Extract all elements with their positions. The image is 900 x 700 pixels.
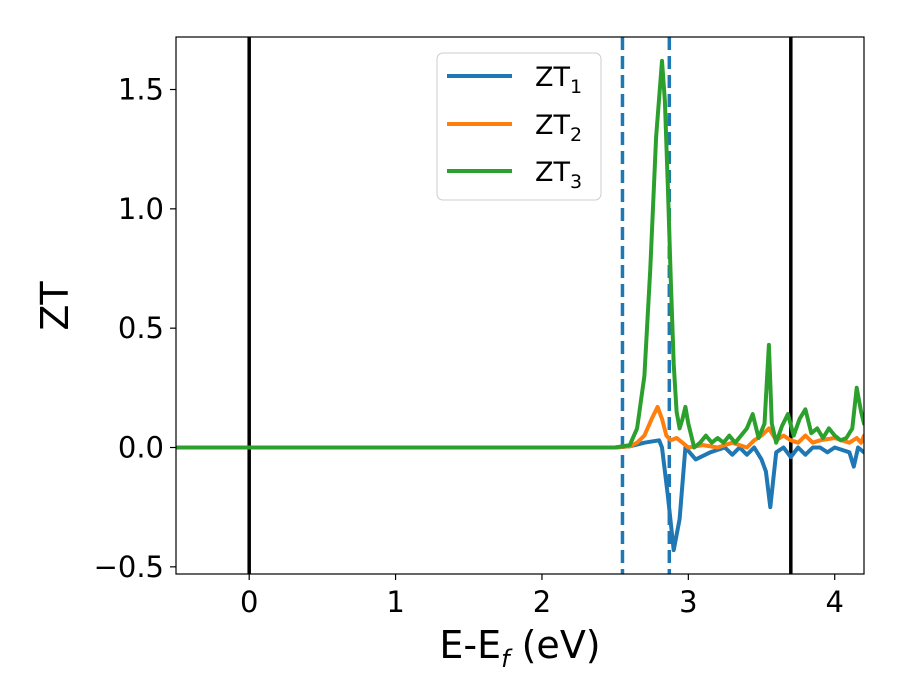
series-line-zt2 [176, 404, 864, 450]
legend-box [436, 52, 602, 201]
legend-label-zt2-main: ZT [535, 110, 570, 141]
x-tick-label: 4 [825, 585, 843, 619]
legend-entry-zt3: ZT3 [447, 157, 582, 193]
x-axis-ticks: 0 1 2 3 4 [240, 574, 844, 619]
x-tick-label: 3 [679, 585, 697, 619]
y-tick-label: −0.5 [94, 550, 164, 584]
plot-frame [175, 36, 865, 575]
legend-entry-zt1: ZT1 [447, 62, 582, 98]
reference-lines [247, 37, 793, 574]
x-axis-title-main: E-E [439, 623, 501, 667]
x-tick-label: 0 [240, 585, 258, 619]
series-line-zt1 [176, 438, 864, 553]
x-tick-label: 2 [533, 585, 551, 619]
y-tick-label: 0.0 [118, 431, 164, 465]
y-tick-label: 1.5 [118, 73, 164, 107]
legend-label-zt2-sub: 2 [570, 124, 582, 146]
series-lines [176, 58, 864, 553]
legend-label-zt1-sub: 1 [570, 76, 582, 98]
y-axis-ticks: −0.5 0.0 0.5 1.0 1.5 [94, 73, 176, 584]
legend: ZT1 ZT2 ZT3 [436, 52, 602, 201]
legend-label-zt2: ZT2 [535, 110, 582, 146]
legend-label-zt1-main: ZT [535, 62, 570, 93]
x-axis-title-suffix: (eV) [510, 623, 601, 667]
legend-label-zt3-main: ZT [535, 157, 570, 188]
y-tick-label: 0.5 [118, 311, 164, 345]
y-axis-title: ZT [33, 281, 77, 331]
legend-label-zt3-sub: 3 [570, 171, 582, 193]
y-tick-label: 1.0 [118, 192, 164, 226]
x-tick-label: 1 [386, 585, 404, 619]
legend-entry-zt2: ZT2 [447, 110, 582, 146]
legend-label-zt3: ZT3 [535, 157, 582, 193]
legend-label-zt1: ZT1 [535, 62, 582, 98]
series-line-zt3 [176, 58, 864, 450]
x-axis-title: E-Ef (eV) [439, 623, 600, 673]
